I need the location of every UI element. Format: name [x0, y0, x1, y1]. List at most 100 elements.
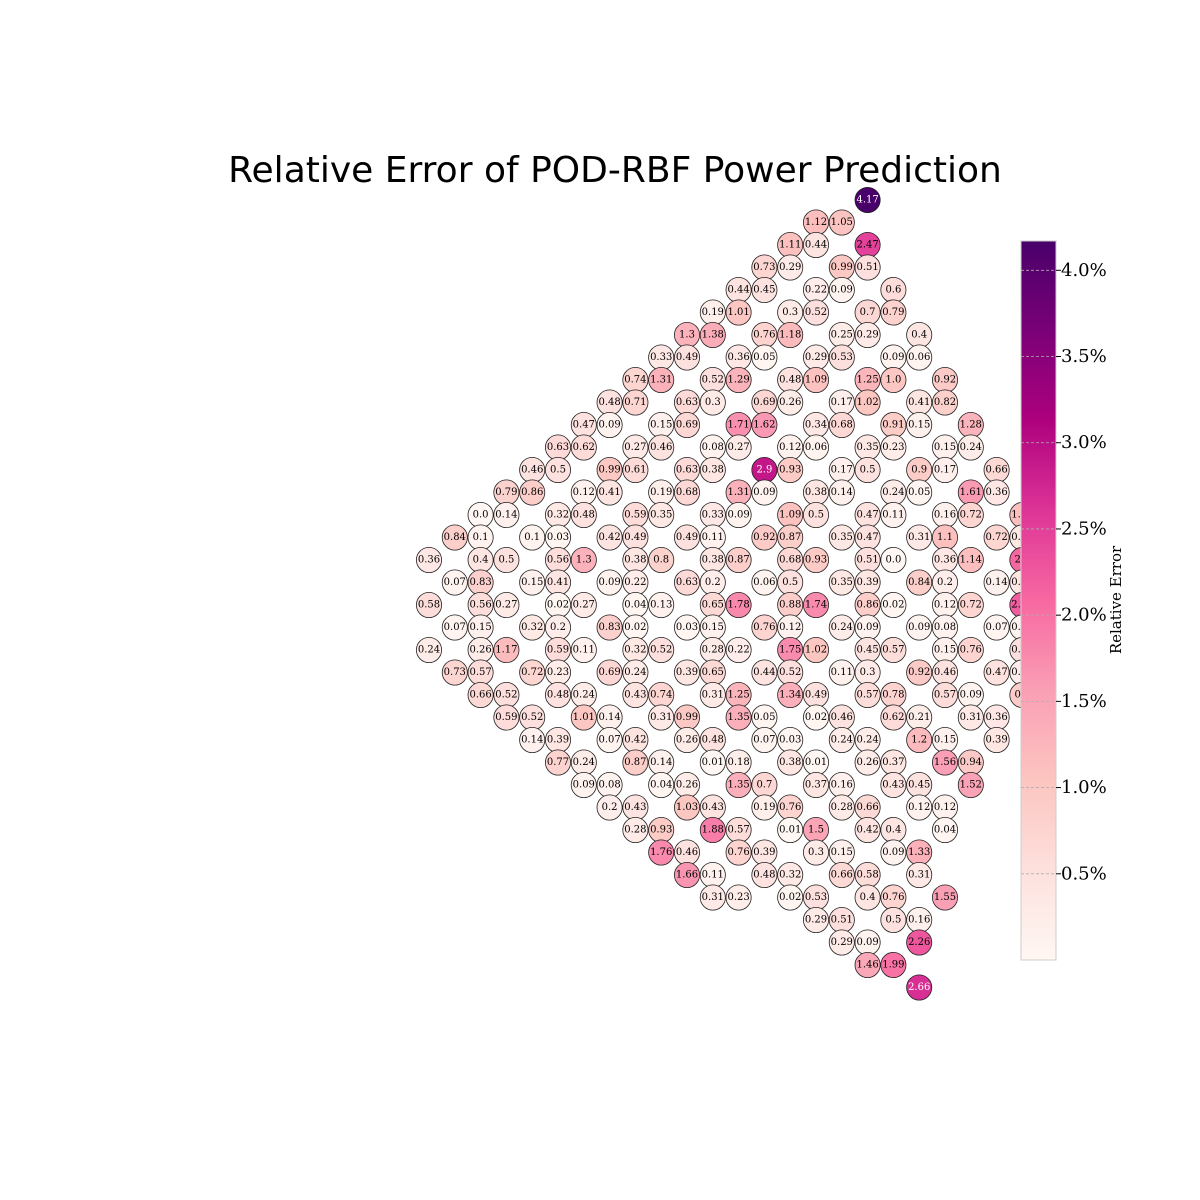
- cell-marker: [777, 321, 804, 348]
- cell-value-label: 0.16: [934, 510, 956, 521]
- cell-value-label: 0.72: [521, 667, 543, 678]
- cell-value-label: 0.5: [885, 915, 901, 926]
- assembly-cell: 1.17: [493, 637, 520, 664]
- cell-value-label: 0.52: [779, 667, 801, 678]
- cell-marker: [493, 547, 520, 574]
- cell-marker: [751, 569, 778, 596]
- cell-marker: [674, 479, 701, 506]
- cell-value-label: 0.19: [650, 487, 672, 498]
- assembly-cell: 0.08: [596, 772, 623, 799]
- assembly-cell: 0.27: [622, 434, 649, 461]
- cell-value-label: 0.72: [960, 510, 982, 521]
- assembly-cell: 0.21: [906, 704, 933, 731]
- assembly-cell: 0.25: [828, 321, 855, 348]
- cell-marker: [596, 479, 623, 506]
- cell-value-label: 0.47: [856, 532, 878, 543]
- cell-value-label: 0.83: [598, 622, 620, 633]
- cell-value-label: 0.5: [550, 465, 566, 476]
- cell-value-label: 0.91: [882, 420, 904, 431]
- cell-marker: [828, 794, 855, 821]
- cell-value-label: 0.19: [702, 307, 724, 318]
- assembly-cell: 0.6: [880, 276, 907, 303]
- cell-value-label: 0.1: [524, 532, 540, 543]
- assembly-cell: 0.43: [622, 682, 649, 709]
- cell-marker: [751, 794, 778, 821]
- cell-value-label: 0.49: [624, 532, 646, 543]
- assembly-cell: 1.5: [803, 817, 830, 844]
- cell-value-label: 0.03: [547, 532, 569, 543]
- cell-marker: [854, 186, 881, 213]
- cell-marker: [880, 704, 907, 731]
- assembly-cell: 1.01: [570, 704, 597, 731]
- cell-value-label: 0.32: [547, 510, 569, 521]
- cell-value-label: 2.66: [908, 982, 930, 993]
- cell-value-label: 0.01: [779, 825, 801, 836]
- assembly-cell: 0.59: [545, 637, 572, 664]
- assembly-cell: 0.63: [674, 389, 701, 416]
- cell-marker: [415, 637, 442, 664]
- assembly-cell: 0.58: [854, 862, 881, 889]
- cell-value-label: 0.24: [573, 690, 595, 701]
- assembly-cell: 0.99: [596, 456, 623, 483]
- cell-marker: [906, 524, 933, 551]
- cell-value-label: 0.43: [624, 802, 646, 813]
- assembly-cell: 0.22: [803, 276, 830, 303]
- cell-value-label: 0.39: [985, 735, 1007, 746]
- cell-value-label: 0.07: [444, 577, 466, 588]
- cell-value-label: 0.33: [702, 510, 724, 521]
- assembly-cell: 1.14: [957, 547, 984, 574]
- cell-value-label: 0.9: [911, 465, 927, 476]
- cell-marker: [803, 366, 830, 393]
- cell-marker: [545, 749, 572, 776]
- cell-marker: [906, 974, 933, 1001]
- assembly-cell: 0.2: [699, 569, 726, 596]
- cell-value-label: 0.26: [469, 645, 491, 656]
- cell-value-label: 0.27: [495, 600, 517, 611]
- assembly-cell: 0.47: [854, 524, 881, 551]
- assembly-cell: 0.05: [751, 344, 778, 371]
- assembly-cell: 0.59: [493, 704, 520, 731]
- assembly-cell: 0.36: [415, 547, 442, 574]
- assembly-cell: 0.49: [674, 524, 701, 551]
- assembly-cell: 2.47: [854, 231, 881, 258]
- cell-marker: [570, 704, 597, 731]
- cell-value-label: 0.36: [985, 487, 1007, 498]
- cell-marker: [596, 524, 623, 551]
- cell-value-label: 0.09: [727, 510, 749, 521]
- cell-value-label: 0.52: [702, 375, 724, 386]
- assembly-cell: 0.48: [596, 389, 623, 416]
- cell-value-label: 0.48: [598, 397, 620, 408]
- cell-value-label: 0.02: [882, 600, 904, 611]
- cell-marker: [648, 547, 675, 574]
- assembly-cell: 0.09: [880, 839, 907, 866]
- cell-value-label: 0.02: [624, 622, 646, 633]
- assembly-cell: 0.65: [699, 659, 726, 686]
- cell-value-label: 0.09: [598, 577, 620, 588]
- assembly-cell: 0.48: [545, 682, 572, 709]
- cell-value-label: 0.23: [727, 892, 749, 903]
- cell-value-label: 0.6: [885, 285, 901, 296]
- cell-value-label: 0.61: [624, 465, 646, 476]
- cell-marker: [545, 682, 572, 709]
- cell-marker: [674, 862, 701, 889]
- cell-value-label: 0.26: [779, 397, 801, 408]
- cell-marker: [441, 569, 468, 596]
- cell-marker: [751, 659, 778, 686]
- cell-value-label: 0.52: [650, 645, 672, 656]
- assembly-cell: 0.33: [699, 501, 726, 528]
- cell-marker: [415, 547, 442, 574]
- cell-marker: [570, 772, 597, 799]
- assembly-cell: 0.31: [699, 682, 726, 709]
- assembly-cell: 0.28: [828, 794, 855, 821]
- cell-value-label: 0.46: [521, 465, 543, 476]
- assembly-cell: 0.76: [751, 321, 778, 348]
- cell-value-label: 0.47: [856, 510, 878, 521]
- cell-value-label: 1.35: [727, 712, 749, 723]
- assembly-cell: 0.31: [957, 704, 984, 731]
- cell-marker: [415, 592, 442, 619]
- cell-value-label: 0.36: [727, 352, 749, 363]
- cell-value-label: 0.1: [473, 532, 489, 543]
- cell-value-label: 0.09: [598, 420, 620, 431]
- cell-value-label: 0.35: [650, 510, 672, 521]
- assembly-cell: 0.2: [932, 569, 959, 596]
